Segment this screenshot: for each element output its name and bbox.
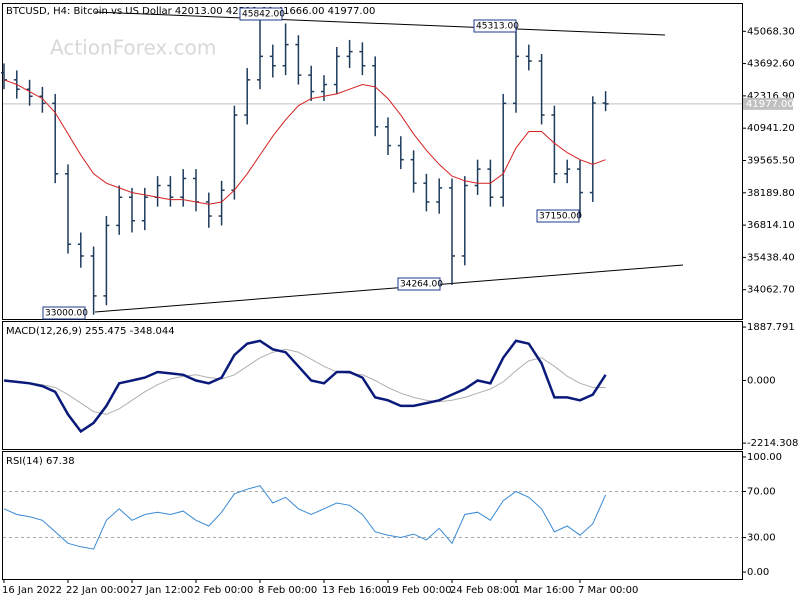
moving-average bbox=[3, 79, 606, 205]
last-price-box bbox=[743, 97, 793, 110]
y-tick-label: 43692.60 bbox=[747, 59, 795, 70]
signal-line bbox=[3, 348, 606, 415]
y-tick-label: 40941.20 bbox=[747, 123, 795, 134]
rsi-panel bbox=[2, 451, 743, 580]
y-tick-label: 34062.70 bbox=[747, 285, 795, 296]
watermark: ActionForex.com bbox=[50, 36, 216, 60]
y-tick-label: 1887.791 bbox=[747, 322, 795, 333]
y-tick-label: 42316.90 bbox=[747, 91, 795, 102]
annotation: 37150.00 bbox=[539, 212, 582, 222]
upper-trendline bbox=[94, 11, 666, 36]
price-panel bbox=[2, 3, 743, 320]
annotation: 33000.00 bbox=[45, 309, 88, 319]
y-tick-label: 36814.10 bbox=[747, 220, 795, 231]
x-tick-label: 13 Feb 16:00 bbox=[322, 585, 388, 596]
x-tick-label: 19 Feb 00:00 bbox=[386, 585, 452, 596]
y-tick-label: 38189.80 bbox=[747, 188, 795, 199]
lower-trendline bbox=[94, 264, 684, 313]
x-tick-label: 7 Mar 00:00 bbox=[578, 585, 638, 596]
y-tick-label: 100.00 bbox=[747, 452, 782, 463]
x-tick-label: 16 Jan 2022 bbox=[2, 585, 62, 596]
y-tick-label: 0.000 bbox=[747, 375, 776, 386]
annotation-box bbox=[397, 277, 441, 291]
annotation-box bbox=[239, 7, 283, 21]
rsi-line bbox=[3, 485, 607, 550]
x-tick-label: 22 Jan 00:00 bbox=[66, 585, 129, 596]
x-tick-label: 2 Feb 00:00 bbox=[194, 585, 253, 596]
y-tick-label: 0.00 bbox=[747, 567, 769, 578]
annotation-box bbox=[42, 306, 86, 320]
chart-title: BTCUSD, H4: Bitcoin vs US Dollar 42013.0… bbox=[6, 6, 375, 17]
y-tick-label: 70.00 bbox=[747, 486, 776, 497]
annotation: 45313.00 bbox=[476, 22, 519, 32]
x-tick-label: 27 Jan 12:00 bbox=[130, 585, 193, 596]
annotation: 34264.00 bbox=[400, 280, 443, 290]
x-tick-label: 24 Feb 08:00 bbox=[450, 585, 516, 596]
y-tick-label: 30.00 bbox=[747, 533, 776, 544]
y-tick-label: -2214.308 bbox=[747, 438, 798, 449]
y-tick-label: 39565.50 bbox=[747, 155, 795, 166]
y-tick-label: 45068.30 bbox=[747, 26, 795, 37]
annotation-box bbox=[536, 209, 580, 223]
macd-line bbox=[3, 339, 607, 434]
y-tick-label: 35438.40 bbox=[747, 252, 795, 263]
macd-panel bbox=[2, 321, 743, 450]
x-tick-label: 1 Mar 16:00 bbox=[514, 585, 574, 596]
annotation-box bbox=[473, 19, 517, 33]
rsi-title: RSI(14) 67.38 bbox=[6, 456, 75, 467]
x-tick-label: 8 Feb 00:00 bbox=[258, 585, 317, 596]
last-price-label: 41977.00 bbox=[746, 99, 794, 110]
macd-title: MACD(12,26,9) 255.475 -348.044 bbox=[6, 326, 175, 337]
annotation: 45842.00 bbox=[242, 10, 285, 20]
